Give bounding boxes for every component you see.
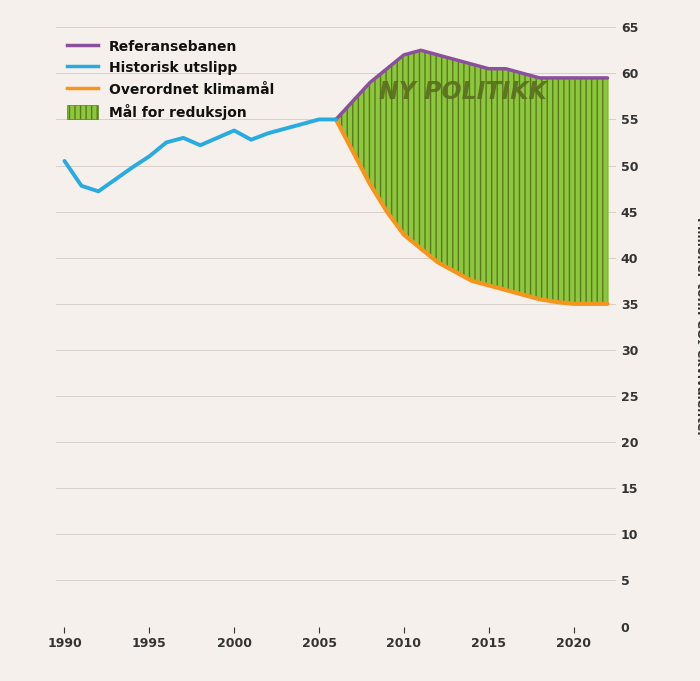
Legend: Referansebanen, Historisk utslipp, Overordnet klimamål, Mål for reduksjon: Referansebanen, Historisk utslipp, Overo… <box>62 33 279 125</box>
Y-axis label: Millioner tonn CO₂-ekvivalenter: Millioner tonn CO₂-ekvivalenter <box>694 217 700 437</box>
Text: NY POLITIKK: NY POLITIKK <box>379 80 547 104</box>
